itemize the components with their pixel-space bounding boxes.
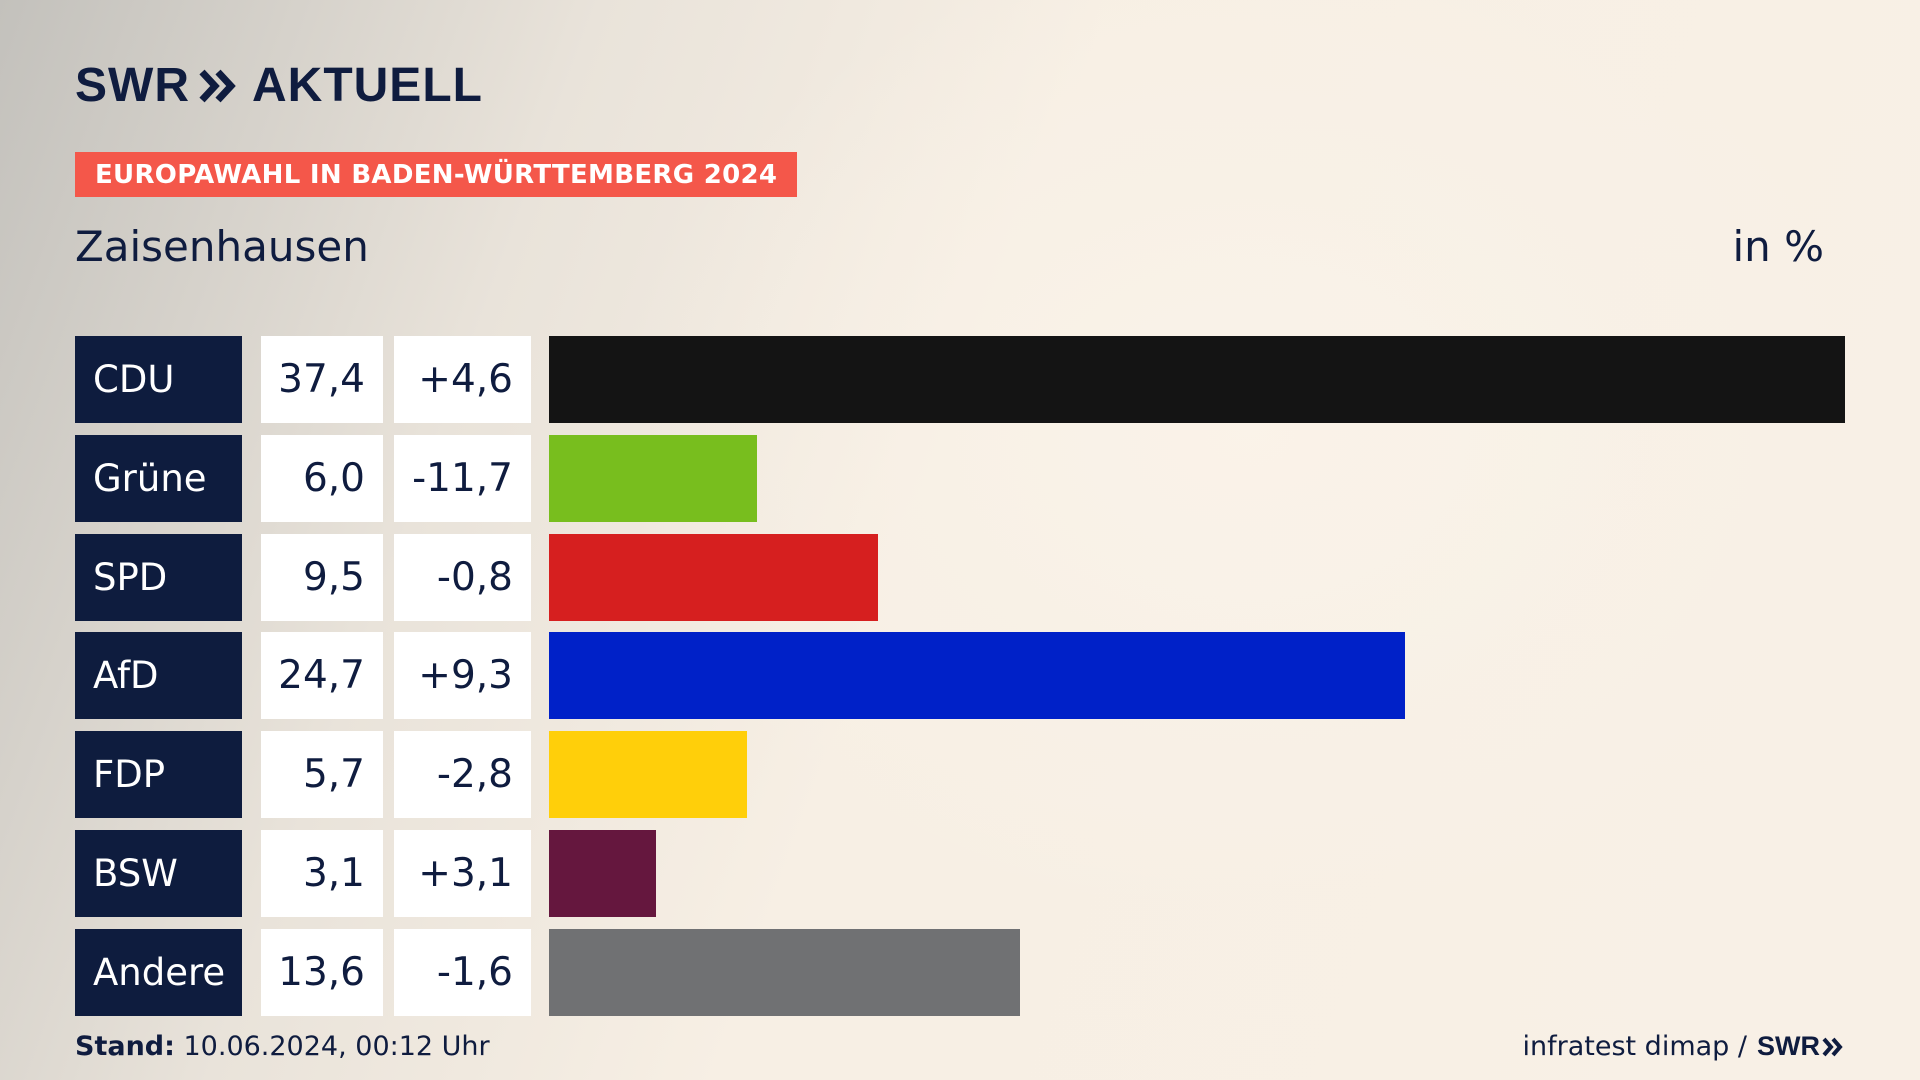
- change-value: -11,7: [394, 435, 531, 522]
- change-value: +4,6: [394, 336, 531, 423]
- result-bar: [549, 632, 1405, 719]
- percent-value: 37,4: [261, 336, 383, 423]
- result-bar: [549, 731, 747, 818]
- party-label: SPD: [75, 534, 242, 621]
- party-label: AfD: [75, 632, 242, 719]
- percent-value: 6,0: [261, 435, 383, 522]
- party-label: CDU: [75, 336, 242, 423]
- percent-value: 3,1: [261, 830, 383, 917]
- percent-value: 5,7: [261, 731, 383, 818]
- percent-value: 9,5: [261, 534, 383, 621]
- percent-value: 24,7: [261, 632, 383, 719]
- unit-label: in %: [1732, 222, 1824, 271]
- result-bar: [549, 435, 757, 522]
- result-row: Grüne 6,0 -11,7: [0, 435, 1920, 522]
- swr-small-text: SWR: [1757, 1031, 1820, 1061]
- result-row: FDP 5,7 -2,8: [0, 731, 1920, 818]
- party-label: Grüne: [75, 435, 242, 522]
- party-label: FDP: [75, 731, 242, 818]
- result-bar: [549, 830, 656, 917]
- swr-aktuell-logo: SWR AKTUELL: [75, 62, 483, 110]
- result-row: Andere 13,6 -1,6: [0, 929, 1920, 1016]
- source-text: infratest dimap /: [1522, 1031, 1747, 1062]
- double-chevron-icon: [198, 69, 238, 103]
- double-chevron-small-icon: [1822, 1037, 1843, 1056]
- percent-value: 13,6: [261, 929, 383, 1016]
- result-row: BSW 3,1 +3,1: [0, 830, 1920, 917]
- change-value: +3,1: [394, 830, 531, 917]
- result-bar: [549, 929, 1020, 1016]
- change-value: +9,3: [394, 632, 531, 719]
- logo-swr-text: SWR: [75, 59, 190, 112]
- swr-small-logo: SWR: [1757, 1031, 1844, 1062]
- change-value: -1,6: [394, 929, 531, 1016]
- result-row: SPD 9,5 -0,8: [0, 534, 1920, 621]
- stand-label: Stand:: [75, 1031, 175, 1062]
- result-row: AfD 24,7 +9,3: [0, 632, 1920, 719]
- result-bar: [549, 336, 1845, 423]
- logo-product-text: AKTUELL: [251, 59, 483, 112]
- result-bar: [549, 534, 878, 621]
- change-value: -2,8: [394, 731, 531, 818]
- stand-value: 10.06.2024, 00:12 Uhr: [174, 1031, 490, 1062]
- change-value: -0,8: [394, 534, 531, 621]
- party-label: Andere: [75, 929, 242, 1016]
- result-row: CDU 37,4 +4,6: [0, 336, 1920, 423]
- election-tag: EUROPAWAHL IN BADEN-WÜRTTEMBERG 2024: [75, 152, 798, 197]
- source-credit: infratest dimap / SWR: [1522, 1031, 1844, 1062]
- region-title: Zaisenhausen: [75, 222, 369, 271]
- party-label: BSW: [75, 830, 242, 917]
- timestamp: Stand: 10.06.2024, 00:12 Uhr: [75, 1031, 490, 1062]
